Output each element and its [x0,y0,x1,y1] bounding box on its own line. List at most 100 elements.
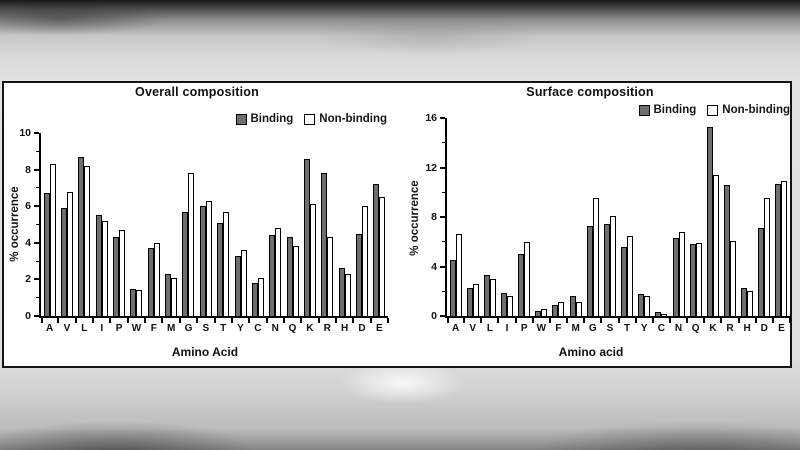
x-tick [265,318,268,323]
y-minor-tick [442,290,445,292]
x-tick [161,318,164,323]
bar-Y-nonbinding [644,296,651,316]
bar-P-nonbinding [119,230,126,316]
bar-F-nonbinding [153,242,160,316]
x-category-label: T [624,323,631,334]
x-tick [480,318,483,323]
x-tick [317,318,320,323]
bar-R-nonbinding [327,237,334,316]
y-minor-tick [36,297,39,299]
bar-S-binding [199,206,206,316]
x-category-label: D [358,323,366,334]
bar-K-nonbinding [712,174,719,316]
x-tick [282,318,285,323]
x-tick [248,318,251,323]
x-category-label: I [505,323,509,334]
bar-Q-nonbinding [292,246,299,316]
x-tick [703,318,706,323]
x-category-label: N [271,323,279,334]
bar-R-nonbinding [729,240,736,316]
y-major-tick [440,166,445,169]
x-category-label: H [340,323,349,334]
bar-G-binding [586,225,593,316]
bar-I-binding [501,292,508,316]
y-minor-tick [442,142,445,144]
legend-binding-label: Binding [250,113,294,125]
bar-P-nonbinding [524,241,531,316]
x-category-label: P [520,323,528,334]
x-category-label: D [760,323,768,334]
x-tick [178,318,181,323]
bar-R-binding [321,173,328,316]
x-tick [74,318,77,323]
x-category-label: F [150,323,157,334]
x-tick [369,318,372,323]
bar-T-nonbinding [223,211,230,316]
bar-L-binding [483,275,490,316]
y-minor-tick [36,224,39,225]
x-category-label: V [469,323,477,334]
x-tick [514,318,517,323]
bar-R-binding [723,184,730,316]
bar-H-nonbinding [747,291,754,316]
bar-N-nonbinding [275,228,282,316]
bar-W-nonbinding [136,290,143,316]
x-category-label: Q [288,323,297,334]
bar-Q-binding [286,237,293,316]
y-tick-label: 0 [431,310,437,322]
x-category-label: P [115,323,123,334]
x-tick [754,318,757,323]
bar-H-nonbinding [344,273,351,316]
bar-M-binding [165,273,172,316]
x-category-label: V [63,323,71,334]
y-major-tick [34,315,39,317]
x-tick [41,318,43,323]
x-category-label: R [323,323,331,334]
bar-E-binding [775,183,782,316]
legend-item-nonbinding: Non-binding [707,104,790,116]
x-category-label: Y [640,323,648,334]
x-tick [109,318,112,323]
bar-F-binding [552,304,559,316]
x-tick [352,318,355,323]
x-category-label: I [100,323,104,334]
chart-title: Overall composition [135,85,259,99]
bar-W-binding [130,288,137,316]
bar-P-binding [518,254,525,316]
bar-D-binding [758,228,765,316]
bar-G-nonbinding [188,173,195,316]
bar-Q-nonbinding [695,243,702,316]
x-category-label: Q [691,323,700,334]
bar-H-binding [741,287,748,316]
legend-nonbinding-swatch-icon [707,104,719,116]
legend-binding-swatch-icon [235,113,247,125]
bar-Q-binding [689,244,696,316]
bar-V-nonbinding [67,191,74,316]
y-major-tick [34,205,39,208]
x-tick [617,318,620,323]
y-major-tick [34,278,39,281]
bar-M-nonbinding [575,302,582,316]
bar-M-nonbinding [171,277,178,316]
x-tick [737,318,740,323]
bar-D-nonbinding [764,198,771,316]
x-category-label: H [743,323,751,334]
plot-area: 0 2 4 6 8 10 A V L I P W F M G S T Y C N Q K R H D E [19,127,389,334]
x-tick [57,318,60,323]
y-tick-label: 10 [19,127,31,139]
x-tick [771,318,774,323]
bar-A-binding [449,260,456,316]
bar-C-binding [655,312,662,316]
legend-nonbinding-swatch-icon [304,113,316,125]
x-tick [334,318,337,323]
bar-C-nonbinding [661,313,668,316]
y-major-tick [440,265,445,268]
x-category-label: N [674,323,683,334]
x-tick [686,318,689,323]
bar-E-binding [373,184,380,316]
y-tick-label: 8 [431,211,437,223]
bar-C-nonbinding [257,277,264,316]
bar-F-nonbinding [558,302,565,316]
y-tick-label: 16 [425,112,437,124]
